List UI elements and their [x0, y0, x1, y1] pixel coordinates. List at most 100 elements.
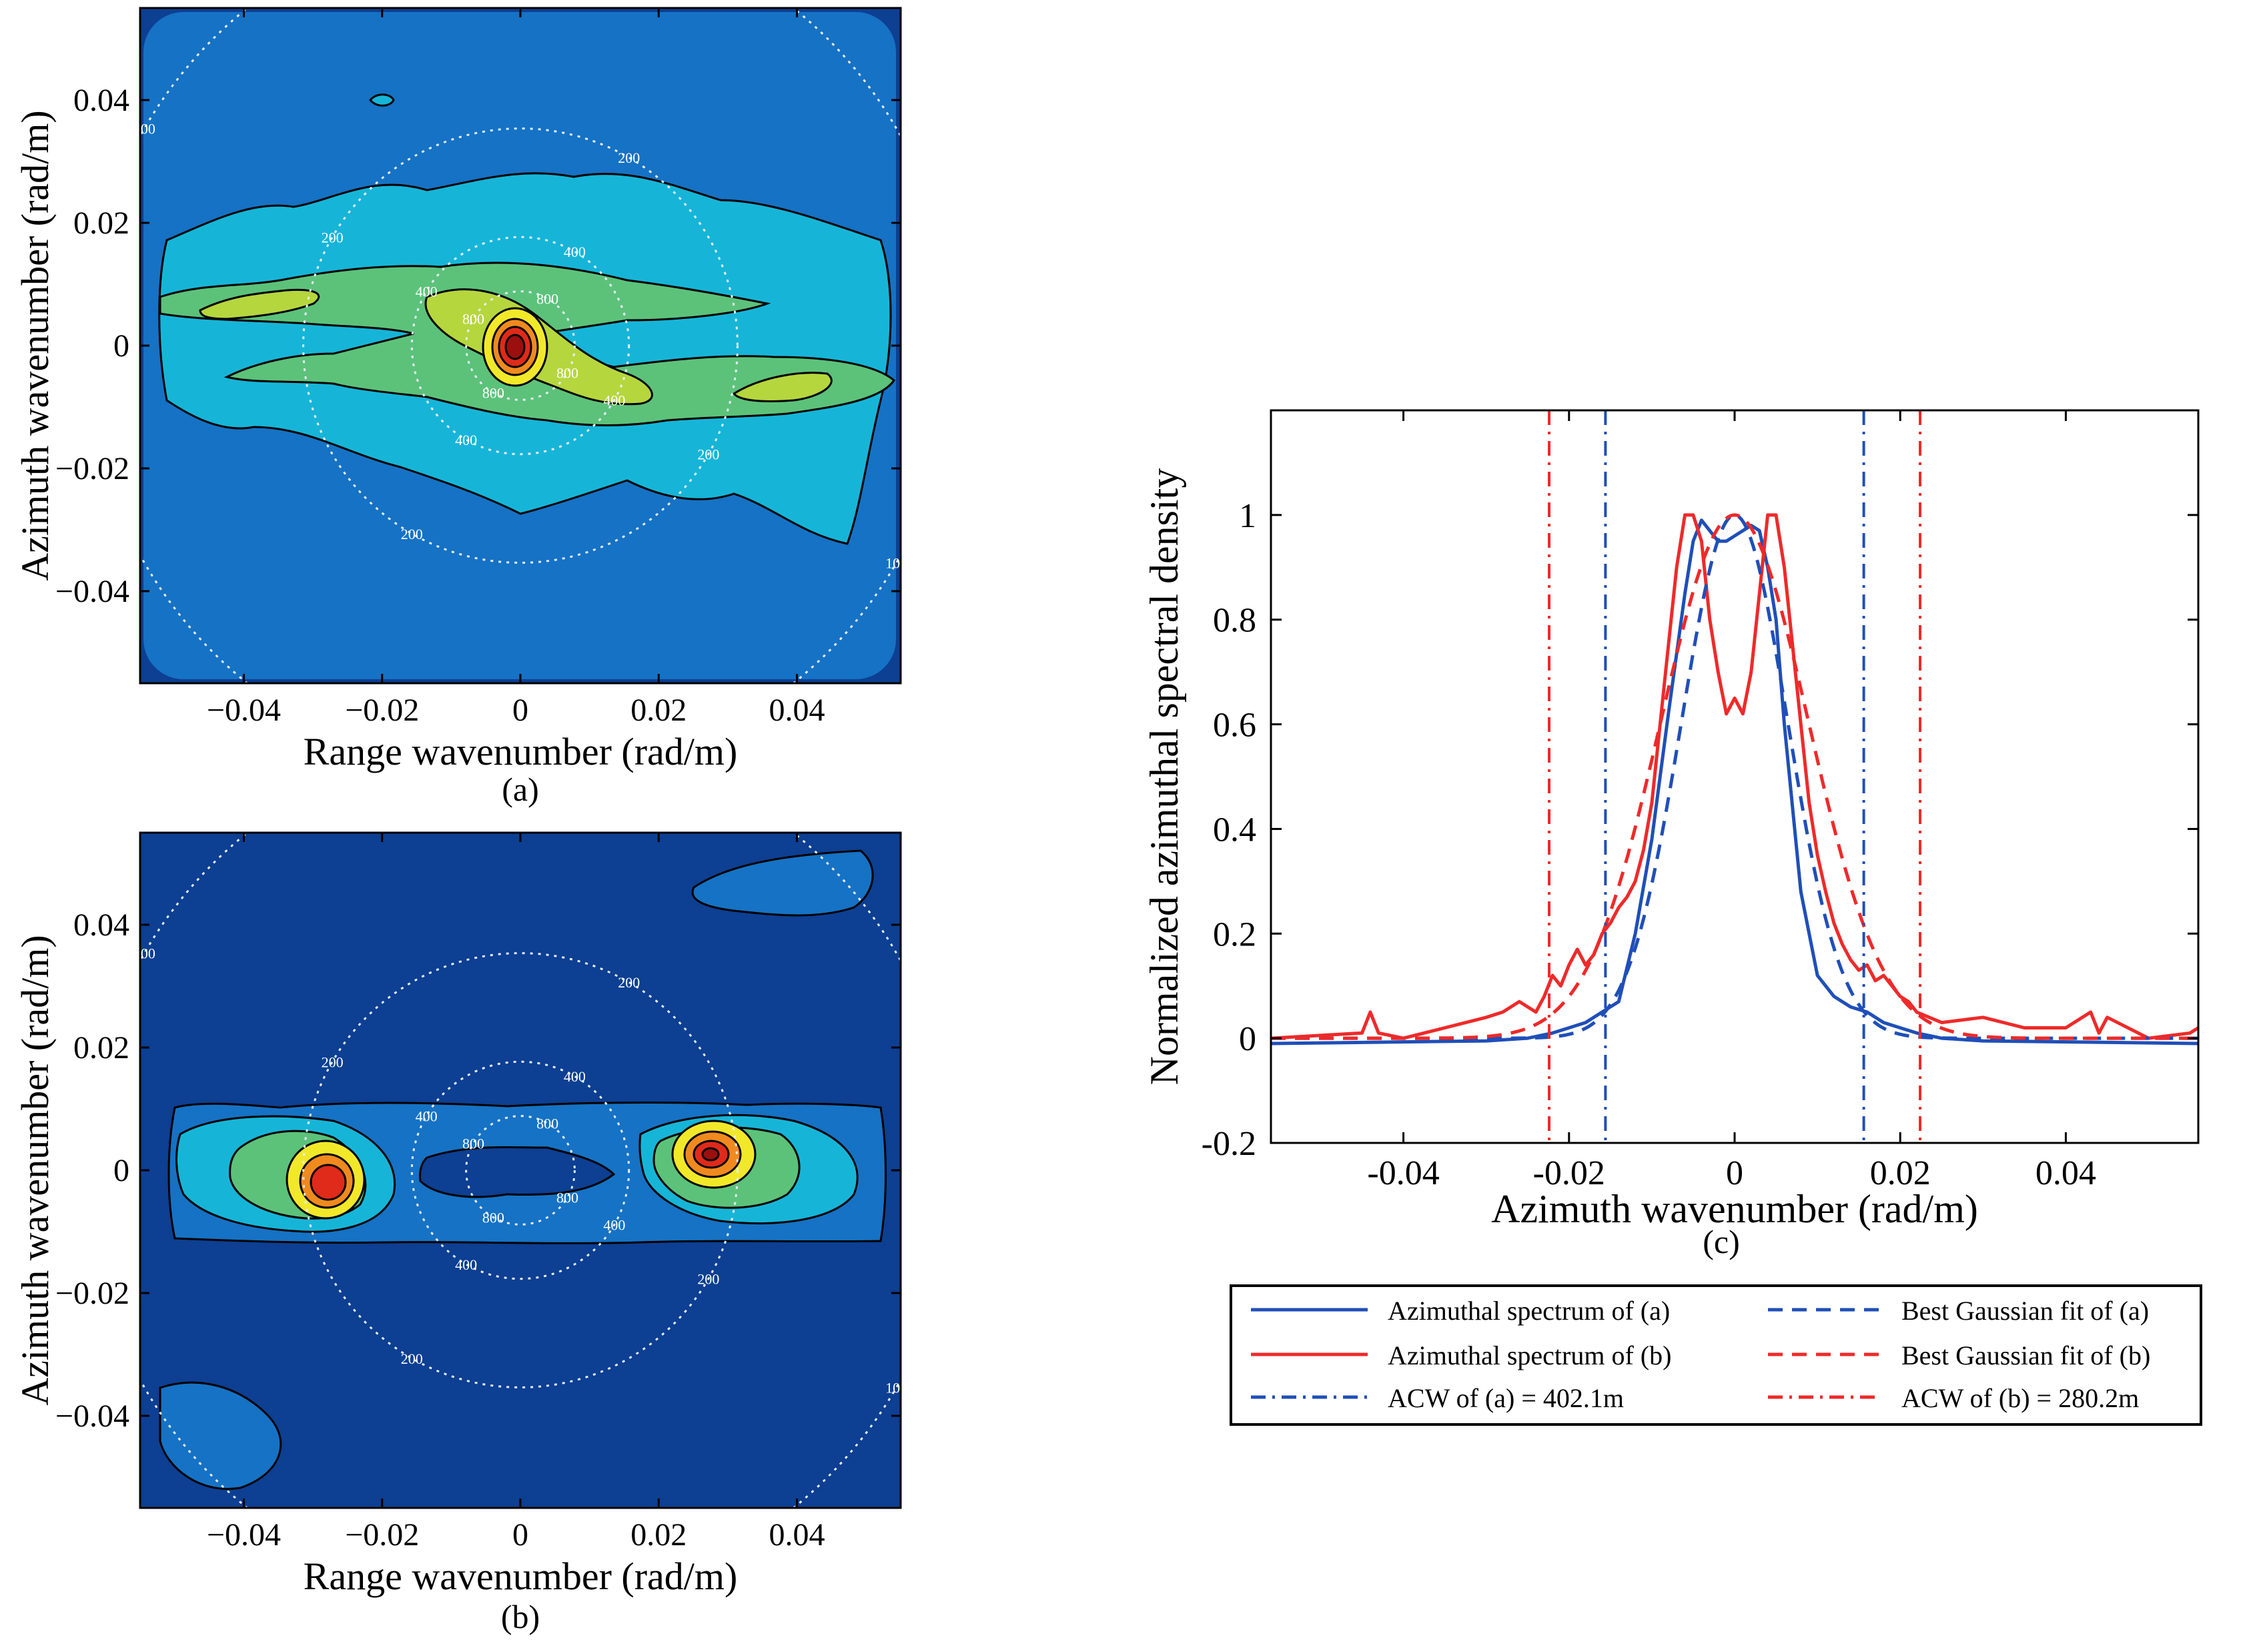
- axis-ticks-c: -0.04 -0.02 0 0.02 0.04 -0.2 0 0.2 0.4 0.6 0.8 1: [1202, 410, 2198, 1192]
- x-tick-label: 0: [1726, 1154, 1743, 1192]
- circle-label-100: 100: [133, 121, 155, 137]
- wavelength-circle-800: [465, 290, 576, 401]
- y-axis-label-c: Normalized azimuthal spectral density: [1142, 468, 1186, 1086]
- x-tick-label: −0.04: [207, 693, 281, 728]
- y-tick-label: 0.02: [73, 1030, 129, 1066]
- y-tick-label: 0.04: [73, 83, 129, 118]
- legend-label-acw-b: ACW of (b) = 280.2m: [1901, 1383, 2139, 1413]
- contour-a-peak-4: [504, 334, 526, 360]
- circle-label-200: 200: [618, 149, 640, 166]
- axis-ticks-b: −0.04 −0.02 0 0.02 0.04 −0.04 −0.02 0 0.02 0.04: [55, 833, 901, 1553]
- legend-box: [1230, 1284, 2202, 1426]
- circle-label-400: 400: [455, 432, 477, 448]
- circle-label-200: 200: [401, 526, 423, 542]
- x-tick-label: −0.04: [207, 1517, 281, 1553]
- contour-b-upper-blob: [691, 849, 874, 917]
- circle-label-800: 800: [536, 291, 558, 308]
- x-tick-label: 0.04: [769, 693, 825, 728]
- circle-label-100: 100: [133, 945, 155, 962]
- series-line-1: [1271, 513, 2198, 1040]
- circle-label-400: 400: [416, 1108, 438, 1125]
- contour-b-hole: [419, 1146, 616, 1198]
- y-tick-label: -0.2: [1202, 1125, 1256, 1163]
- y-tick-label: 0.2: [1213, 915, 1256, 953]
- legend-label-acw-a: ACW of (a) = 402.1m: [1388, 1383, 1624, 1413]
- series-lines-c: [1271, 410, 2198, 1143]
- x-tick-label: 0.02: [630, 1517, 687, 1553]
- circle-label-800: 800: [462, 310, 484, 327]
- circle-label-100: 100: [292, 1539, 314, 1555]
- panel-label-b: (b): [501, 1598, 540, 1635]
- wavelength-circle-800: [465, 1115, 576, 1226]
- circle-label-400: 400: [603, 1216, 625, 1233]
- x-tick-label: 0.04: [2036, 1154, 2096, 1192]
- circle-label-400: 400: [603, 392, 625, 408]
- y-tick-label: 0.02: [73, 205, 129, 241]
- circle-label-800: 800: [462, 1135, 484, 1152]
- circle-label-100: 100: [727, 786, 749, 803]
- circle-label-100: 100: [885, 1379, 907, 1396]
- circle-label-400: 400: [564, 244, 586, 260]
- circle-label-100: 100: [292, 714, 314, 731]
- x-axis-label-b: Range wavenumber (rad/m): [304, 1555, 738, 1598]
- series-line-0: [1271, 518, 2198, 1046]
- wavelength-circle-400: [410, 1060, 630, 1280]
- circle-label-100: 100: [885, 554, 907, 571]
- panel-label-a: (a): [502, 771, 539, 808]
- wavelength-circle-400: [410, 236, 630, 456]
- contour-a-level-4a: [199, 288, 320, 320]
- y-tick-label: −0.04: [55, 574, 129, 609]
- y-tick-label: 1: [1239, 497, 1256, 535]
- series-line-3: [1271, 513, 2198, 1040]
- x-tick-label: 0.02: [1870, 1154, 1931, 1192]
- contour-plot-a: 100 100 100 100 200 200 200 200 400 400 400 400 800 8…: [13, 7, 907, 808]
- x-tick-label: −0.02: [345, 693, 419, 728]
- x-tick-label: −0.02: [345, 1517, 419, 1553]
- contour-b-right-peak-4: [701, 1147, 720, 1162]
- contour-plot-b: 100 100 100 100 200 200 200 200 400 400 400 400 800 8…: [13, 786, 907, 1635]
- y-tick-label: 0: [113, 328, 129, 364]
- legend-c: Azimuthal spectrum of (a) Best Gaussian …: [1230, 1284, 2202, 1426]
- contour-a-island: [369, 93, 395, 107]
- circle-label-800: 800: [556, 1190, 578, 1206]
- y-axis-label-b: Azimuth wavenumber (rad/m): [13, 935, 57, 1405]
- legend-label-gauss-a: Best Gaussian fit of (a): [1901, 1296, 2149, 1326]
- circle-label-400: 400: [455, 1256, 477, 1273]
- legend-label-spectrum-a: Azimuthal spectrum of (a): [1388, 1296, 1670, 1326]
- y-tick-label: 0: [1239, 1020, 1256, 1058]
- circle-label-800: 800: [482, 384, 504, 401]
- y-axis-label-a: Azimuth wavenumber (rad/m): [13, 110, 57, 580]
- circle-label-200: 200: [618, 974, 640, 991]
- x-tick-label: 0.04: [769, 1517, 825, 1553]
- contour-a-level-3: [159, 262, 895, 426]
- y-tick-label: −0.02: [55, 1276, 129, 1311]
- circle-label-400: 400: [416, 284, 438, 300]
- legend-label-gauss-b: Best Gaussian fit of (b): [1901, 1340, 2150, 1370]
- circle-label-200: 200: [697, 1271, 719, 1288]
- contour-b-lower-blob: [159, 1381, 282, 1490]
- contour-b-left-peak-3: [310, 1164, 347, 1201]
- plot-c-background: [1271, 410, 2198, 1143]
- x-axis-label-a: Range wavenumber (rad/m): [304, 730, 738, 773]
- wavelength-circles-b: 100 100 100 100 200 200 200 200 400 400 400 400 800 8…: [133, 786, 907, 1555]
- y-tick-label: 0: [113, 1153, 129, 1188]
- x-tick-label: 0: [512, 693, 528, 728]
- x-tick-label: -0.04: [1367, 1154, 1439, 1192]
- x-tick-label: 0.02: [630, 693, 687, 728]
- circle-label-800: 800: [556, 365, 578, 382]
- y-tick-label: −0.04: [55, 1398, 129, 1434]
- circle-label-200: 200: [322, 1054, 344, 1070]
- y-tick-label: 0.8: [1213, 602, 1256, 640]
- circle-label-400: 400: [564, 1068, 586, 1085]
- legend-label-spectrum-b: Azimuthal spectrum of (b): [1388, 1340, 1671, 1370]
- y-tick-label: 0.4: [1213, 811, 1256, 849]
- wavelength-circle-200: [302, 952, 739, 1388]
- panel-label-c: (c): [1703, 1223, 1740, 1260]
- wavelength-circle-200: [302, 127, 739, 564]
- circle-label-200: 200: [697, 446, 719, 463]
- x-axis-label-c: Azimuth wavenumber (rad/m): [1491, 1187, 1978, 1231]
- wavelength-circles-a: 1001001001002002002002004004004004008008…: [133, 8, 907, 731]
- axis-ticks-a: −0.04 −0.02 0 0.02 0.04 −0.04 −0.02 0 0.02 0.04: [55, 8, 901, 728]
- x-tick-label: -0.02: [1533, 1154, 1605, 1192]
